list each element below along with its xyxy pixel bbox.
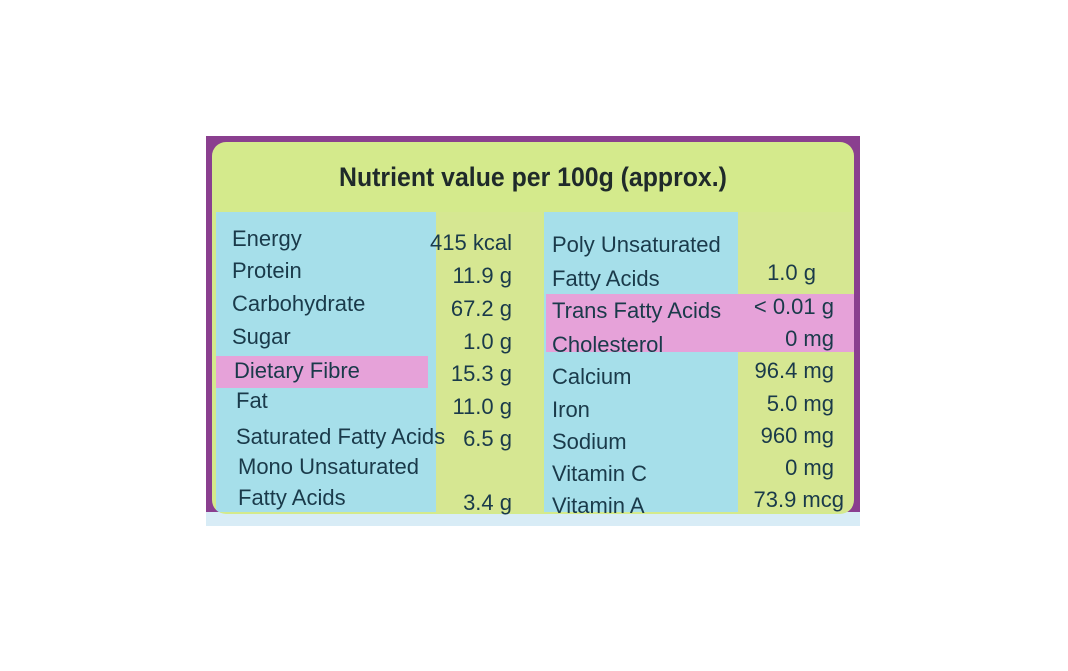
nutrient-value: 0 mg (785, 455, 834, 480)
dietary-fibre-highlight (216, 356, 428, 388)
nutrient-name: Fat (236, 388, 268, 413)
nutrient-value: 1.0 g (463, 329, 512, 354)
nutrient-value: 3.4 g (463, 490, 512, 515)
nutrient-value-row: 1.0 g (746, 258, 816, 288)
nutrient-value: 67.2 g (450, 296, 512, 321)
nutrient-name: Sugar (232, 324, 291, 349)
nutrient-value: 5.0 mg (766, 391, 834, 416)
nutrient-value-row: 415 kcal (430, 228, 512, 258)
nutrition-panel: Nutrient value per 100g (approx.) (212, 142, 854, 514)
nutrient-value-row: 3.4 g (436, 488, 512, 518)
left-value-cells (436, 212, 542, 512)
nutrient-value: 11.0 g (452, 394, 512, 419)
nutrient-name: Dietary Fibre (234, 358, 360, 383)
nutrient-value-row: 6.5 g (436, 424, 512, 454)
nutrient-name: Saturated Fatty Acids (236, 424, 446, 449)
nutrient-name: Mono Unsaturated (238, 454, 419, 479)
right-value-cells (738, 212, 852, 512)
bottom-strip (206, 512, 860, 526)
nutrient-name: Vitamin A (552, 493, 645, 518)
nutrient-value-row: < 0.01 g (736, 292, 834, 322)
nutrient-value: < 0.01 g (753, 294, 834, 319)
nutrient-name: Iron (552, 397, 590, 422)
nutrient-value: 6.5 g (463, 426, 512, 451)
nutrient-name: Fatty Acids (238, 485, 346, 510)
nutrient-value-row: 5.0 mg (746, 389, 834, 419)
nutrient-value-row: 15.3 g (436, 359, 512, 389)
nutrient-value-row: 11.0 g (436, 392, 512, 422)
nutrient-name: Cholesterol (552, 332, 664, 357)
nutrient-value: 0 mg (785, 326, 834, 351)
nutrient-value: 11.9 g (452, 263, 512, 288)
nutrient-name: Fatty Acids (552, 266, 660, 291)
nutrient-value-row: 0 mg (746, 324, 834, 354)
nutrient-name: Poly Unsaturated (552, 232, 721, 257)
nutrient-value: 73.9 mcg (753, 487, 845, 512)
right-name-cells (544, 212, 738, 512)
nutrient-value-row: 73.9 mcg (736, 485, 845, 515)
nutrient-value: 415 kcal (430, 230, 512, 255)
nutrient-name: Carbohydrate (232, 291, 366, 316)
nutrient-name: Sodium (552, 429, 627, 454)
nutrient-value-row: 960 mg (746, 421, 834, 451)
nutrient-value-row: 1.0 g (436, 327, 512, 357)
nutrient-value: 96.4 mg (754, 358, 835, 383)
nutrient-value: 1.0 g (767, 260, 816, 285)
nutrient-value-row: 67.2 g (436, 294, 512, 324)
trans-fat-cholesterol-highlight (546, 294, 854, 352)
nutrient-value-row: 0 mg (746, 453, 834, 483)
nutrient-name: Energy (232, 226, 302, 251)
nutrition-title: Nutrient value per 100g (approx.) (339, 161, 727, 192)
label-frame: Nutrient value per 100g (approx.) Energy… (206, 136, 860, 526)
nutrient-value-row: 11.9 g (436, 261, 512, 291)
nutrient-value-row: 96.4 mg (736, 356, 835, 386)
nutrient-value: 15.3 g (450, 361, 512, 386)
nutrient-name: Protein (232, 258, 302, 283)
nutrient-value: 960 mg (760, 423, 834, 448)
nutrient-name: Vitamin C (552, 461, 647, 486)
nutrient-name: Trans Fatty Acids (552, 298, 722, 323)
nutrient-name: Calcium (552, 364, 632, 389)
